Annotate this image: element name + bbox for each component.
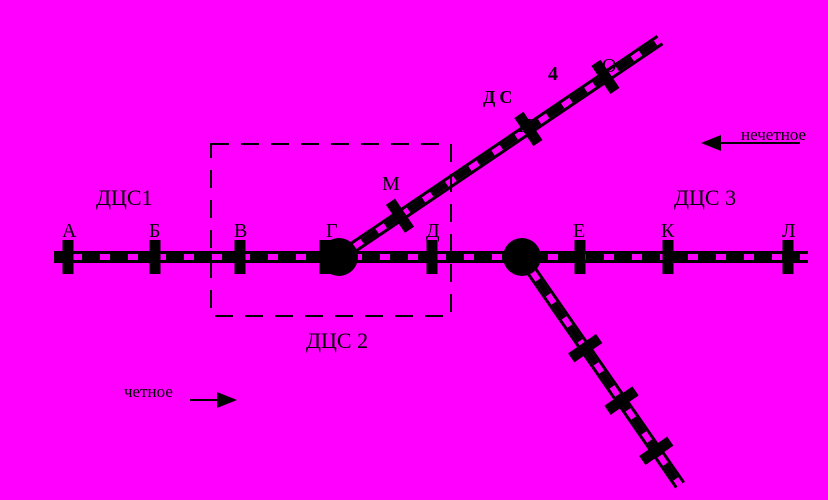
rail-diagram: А Б В Г Д Е К Л М Н О ДЦС1 ДЦС 2 ДЦС 3 четное нечетное Д… [0, 0, 828, 500]
station-label: О [602, 55, 616, 77]
station-label: Д [426, 220, 440, 242]
region-label: ДЦС 3 [674, 185, 736, 210]
extra-label: 4 [548, 63, 558, 85]
station-label: А [62, 220, 77, 242]
station-label: К [661, 220, 675, 242]
station-label: В [234, 220, 247, 242]
region-label: ДЦС1 [96, 185, 153, 210]
region-label: ДЦС 2 [306, 328, 368, 353]
station-label: Л [782, 220, 796, 242]
extra-label: ДС [483, 87, 516, 107]
direction-label: четное [124, 382, 173, 401]
station-label: М [382, 173, 400, 195]
station-label: Г [326, 220, 338, 242]
station-label: Н [518, 115, 532, 137]
station-label: Е [573, 220, 585, 242]
direction-label: нечетное [741, 125, 806, 144]
station-label: Б [149, 220, 160, 242]
